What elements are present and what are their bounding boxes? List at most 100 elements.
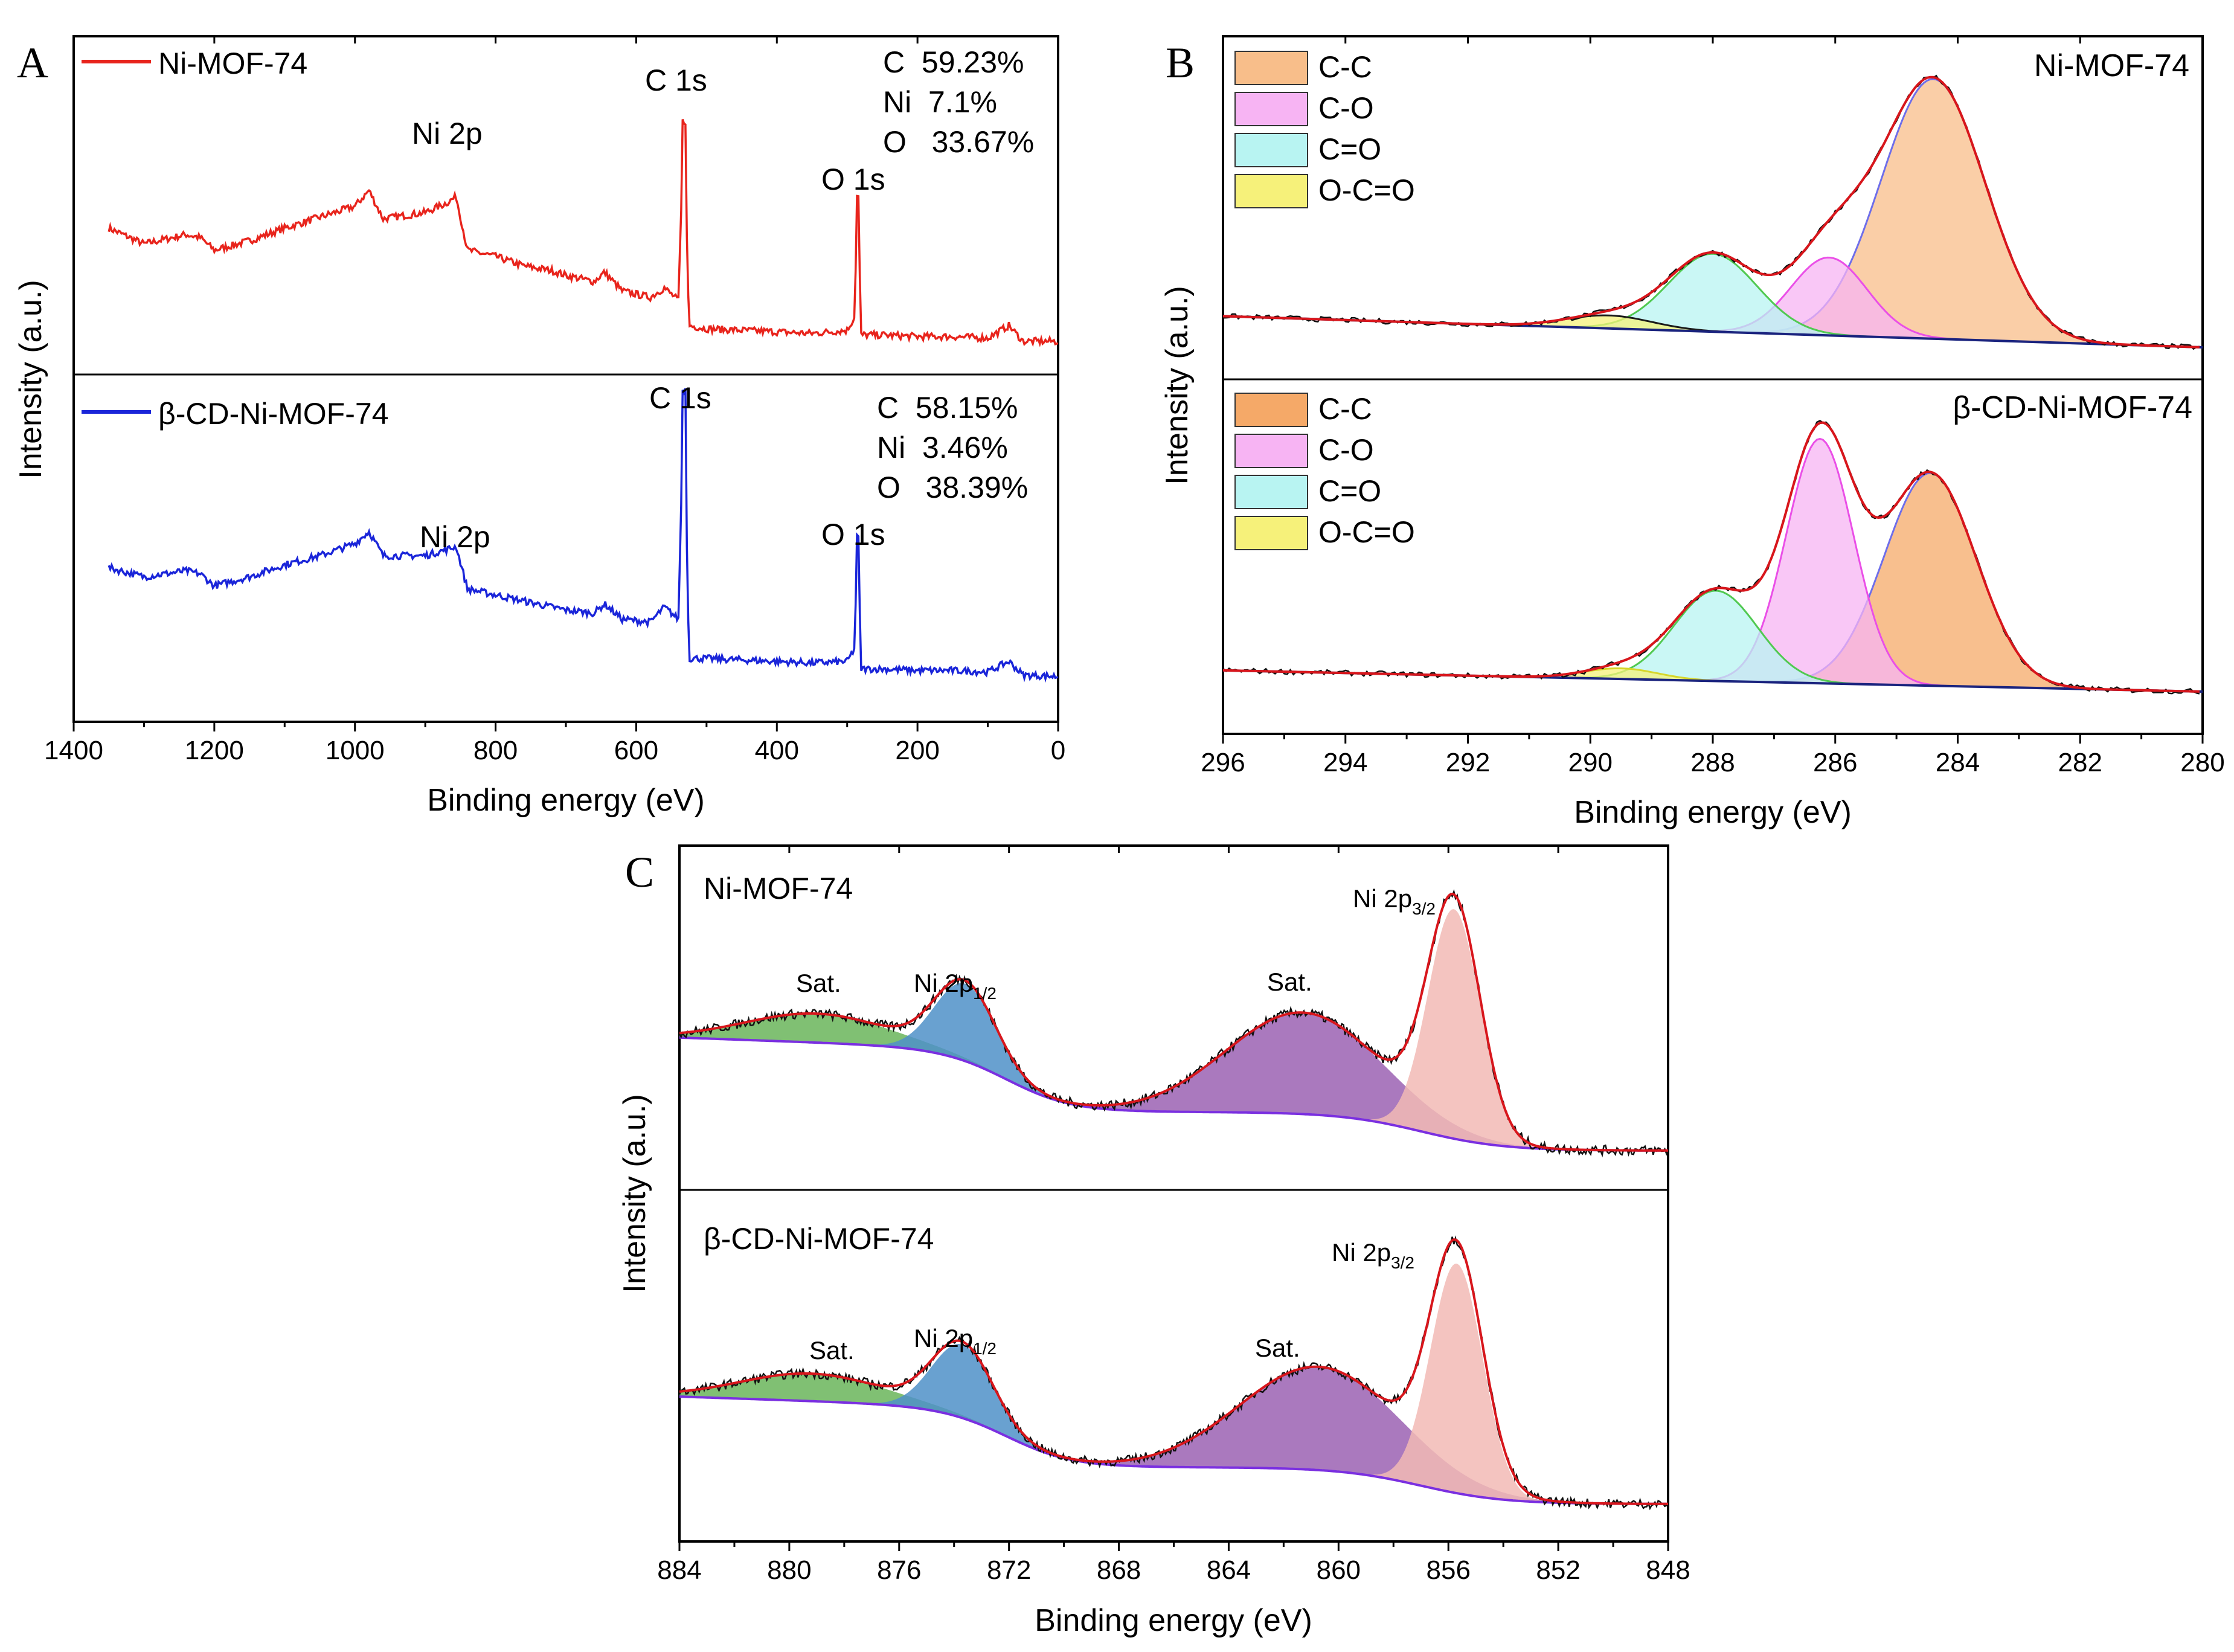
panel-a-x-tick-label: 1400 bbox=[44, 736, 103, 765]
spectrum-line-ni-mof-74 bbox=[108, 118, 1059, 347]
component-fill-sat- bbox=[679, 1013, 1102, 1109]
panel-c-data bbox=[678, 889, 1669, 1511]
legend-swatch-cc-bottom bbox=[1234, 393, 1308, 427]
legend-label-c-eq-o-bottom: C=O bbox=[1318, 474, 1381, 508]
legend-swatch-cc-top bbox=[1234, 51, 1308, 85]
annotation-sat-2-top: Sat. bbox=[1267, 968, 1312, 996]
legend-label-occo-top: O-C=O bbox=[1318, 173, 1415, 207]
legend-swatch-c-eq-o-top bbox=[1234, 133, 1308, 167]
legend-label-ni-mof-74: Ni-MOF-74 bbox=[158, 47, 307, 80]
panel-c-x-tick-label: 852 bbox=[1536, 1555, 1580, 1585]
panel-b-x-tick-label: 282 bbox=[2058, 748, 2102, 777]
component-fill-ni-2p3-2 bbox=[1352, 1263, 1560, 1503]
legend-label-cc-bottom: C-C bbox=[1318, 392, 1372, 426]
background-line bbox=[679, 1395, 1668, 1505]
panel-b-x-tick-label: 294 bbox=[1323, 748, 1367, 777]
panel-c-title-top: Ni-MOF-74 bbox=[704, 872, 853, 905]
panel-b-x-tick-label: 280 bbox=[2180, 748, 2224, 777]
composition-c-ni-mof-74: C 59.23% bbox=[883, 45, 1024, 79]
peak-label-c1s-top: C 1s bbox=[645, 63, 707, 97]
panel-a-y-axis-label: Intensity (a.u.) bbox=[13, 280, 48, 478]
panel-b-title-bottom: β-CD-Ni-MOF-74 bbox=[1953, 390, 2192, 425]
annotation-sat-1-top: Sat. bbox=[796, 969, 841, 997]
panel-b-x-tick-label: 296 bbox=[1201, 748, 1245, 777]
panel-b-x-tick-label: 292 bbox=[1446, 748, 1490, 777]
panel-c-x-tick-label: 848 bbox=[1646, 1555, 1690, 1585]
panel-b-x-tick-label: 284 bbox=[1936, 748, 1980, 777]
panel-a-x-tick-label: 600 bbox=[614, 736, 658, 765]
panel-b-x-ticks: 296 294 292 290 288 286 284 282 280 bbox=[1201, 36, 2225, 777]
panel-c-x-tick-label: 864 bbox=[1207, 1555, 1251, 1585]
panel-c-x-tick-label: 860 bbox=[1317, 1555, 1361, 1585]
fit-envelope bbox=[679, 1238, 1668, 1505]
annotation-ni2p32-top: Ni 2p3/2 bbox=[1353, 884, 1436, 918]
annotation-sat-1-bottom: Sat. bbox=[809, 1336, 855, 1364]
legend-swatch-co-bottom bbox=[1234, 434, 1308, 468]
legend-label-cc-top: C-C bbox=[1318, 50, 1372, 84]
panel-a-x-tick-label: 200 bbox=[895, 736, 939, 765]
peak-label-ni2p-bottom: Ni 2p bbox=[420, 520, 490, 554]
peak-label-c1s-bottom: C 1s bbox=[649, 381, 711, 415]
spectrum-line-bcd-ni-mof-74 bbox=[108, 388, 1059, 683]
annotation-ni2p12-top: Ni 2p1/2 bbox=[914, 969, 997, 1003]
component-fill-c-c bbox=[1725, 79, 2139, 346]
component-fill-ni-2p3-2 bbox=[1349, 909, 1558, 1149]
panel-c: C 884 880 876 872 868 864 860 856 852 848 Ni-MOF-… bbox=[617, 844, 1690, 1638]
legend-swatch-co-top bbox=[1234, 92, 1308, 126]
panel-b-legend-top: C-C C-O C=O O-C=O bbox=[1234, 50, 1415, 208]
panel-b: B 296 294 292 290 288 286 284 282 280 C-C C-O C=… bbox=[1160, 35, 2225, 830]
panel-a-x-ticks: 1400 1200 1000 800 600 400 200 0 bbox=[44, 36, 1065, 765]
component-fill-ni-2p1-2 bbox=[844, 983, 1085, 1107]
annotation-ni2p12-bottom: Ni 2p1/2 bbox=[914, 1324, 997, 1358]
panel-c-x-tick-label: 868 bbox=[1097, 1555, 1141, 1585]
panel-a-x-tick-label: 0 bbox=[1051, 736, 1065, 765]
annotation-sat-2-bottom: Sat. bbox=[1255, 1334, 1300, 1362]
panel-a-x-tick-label: 400 bbox=[755, 736, 799, 765]
panel-c-x-tick-label: 856 bbox=[1427, 1555, 1471, 1585]
component-fill-c-o bbox=[1685, 439, 1952, 686]
panel-a-x-axis-label: Binding energy (eV) bbox=[427, 783, 705, 818]
panel-c-x-tick-label: 884 bbox=[657, 1555, 701, 1585]
fit-envelope bbox=[679, 892, 1668, 1152]
legend-label-occo-bottom: O-C=O bbox=[1318, 515, 1415, 549]
panel-c-title-bottom: β-CD-Ni-MOF-74 bbox=[704, 1222, 934, 1256]
panel-a: A 1400 1200 1000 800 600 400 200 0 Ni-MOF-74 β-… bbox=[13, 35, 1065, 818]
panel-c-y-axis-label: Intensity (a.u.) bbox=[617, 1094, 652, 1293]
panel-a-x-tick-label: 800 bbox=[473, 736, 518, 765]
panel-a-data bbox=[108, 118, 1059, 683]
background-line bbox=[679, 1036, 1668, 1152]
panel-b-x-axis-label: Binding energy (eV) bbox=[1574, 795, 1852, 830]
panel-b-y-axis-label: Intensity (a.u.) bbox=[1160, 286, 1195, 484]
panel-b-title-top: Ni-MOF-74 bbox=[2034, 48, 2189, 83]
panel-label-b: B bbox=[1166, 39, 1195, 87]
annotation-ni2p32-bottom: Ni 2p3/2 bbox=[1332, 1238, 1414, 1272]
component-fill-o-c-eq-o bbox=[1474, 668, 1765, 683]
composition-o-ni-mof-74: O 33.67% bbox=[883, 125, 1034, 159]
legend-swatch-occo-bottom bbox=[1234, 516, 1308, 550]
panel-b-x-tick-label: 288 bbox=[1690, 748, 1735, 777]
component-fill-ni-2p1-2 bbox=[841, 1344, 1082, 1462]
component-fill-c-o bbox=[1677, 257, 1980, 341]
panel-c-x-ticks: 884 880 876 872 868 864 860 856 852 848 bbox=[657, 846, 1690, 1585]
composition-ni-bcd: Ni 3.46% bbox=[877, 431, 1008, 464]
panel-c-x-axis-label: Binding energy (eV) bbox=[1035, 1603, 1312, 1638]
peak-label-ni2p-top: Ni 2p bbox=[412, 117, 483, 150]
panel-b-data bbox=[1222, 74, 2203, 695]
panel-a-x-tick-label: 1000 bbox=[326, 736, 385, 765]
peak-label-o1s-bottom: O 1s bbox=[821, 518, 885, 551]
composition-ni-ni-mof-74: Ni 7.1% bbox=[883, 85, 997, 119]
panel-c-x-tick-label: 876 bbox=[877, 1555, 921, 1585]
component-fill-sat- bbox=[679, 1373, 1097, 1464]
peak-label-o1s-top: O 1s bbox=[821, 162, 885, 196]
panel-c-x-tick-label: 880 bbox=[767, 1555, 811, 1585]
legend-label-bcd-ni-mof-74: β-CD-Ni-MOF-74 bbox=[158, 397, 389, 431]
panel-a-x-tick-label: 1200 bbox=[185, 736, 244, 765]
component-fill-c-c bbox=[1746, 473, 2111, 690]
panel-b-x-tick-label: 286 bbox=[1813, 748, 1857, 777]
fit-envelope bbox=[1222, 76, 2200, 349]
component-fill-c-eq-o bbox=[1549, 590, 1880, 685]
panel-c-x-tick-label: 872 bbox=[987, 1555, 1031, 1585]
composition-c-bcd: C 58.15% bbox=[877, 391, 1018, 425]
component-fill-sat- bbox=[995, 1012, 1610, 1151]
